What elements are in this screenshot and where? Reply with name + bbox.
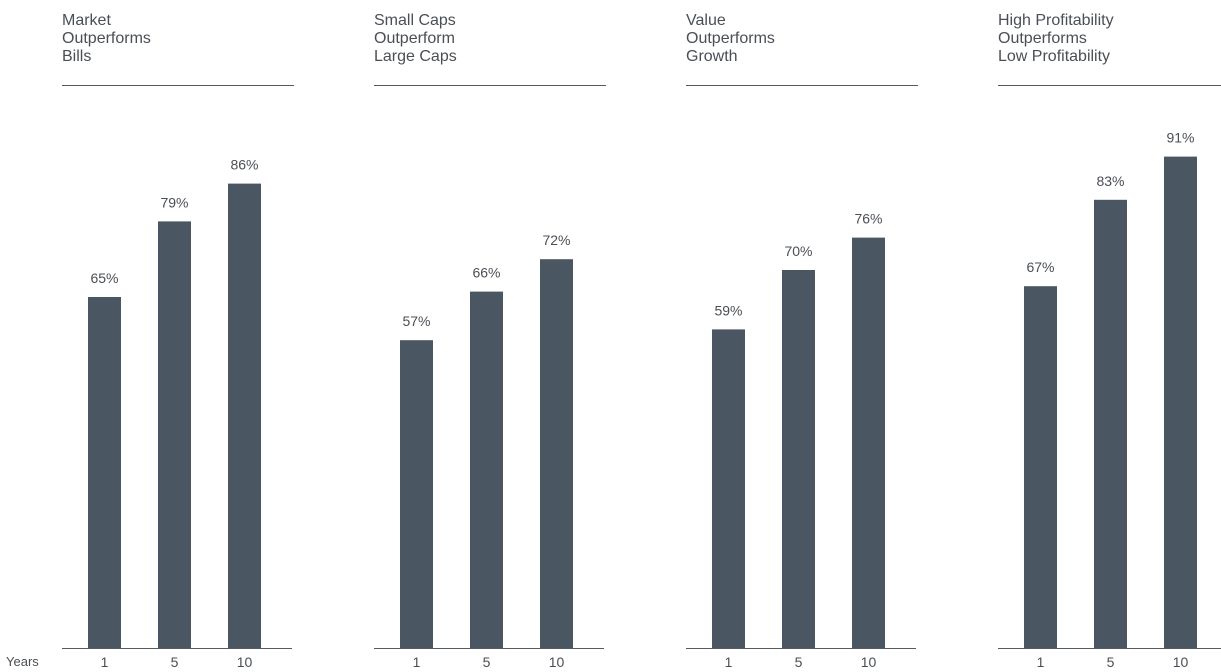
x-tick-label: 1	[725, 654, 733, 670]
x-tick-label: 1	[1037, 654, 1045, 670]
bar	[470, 291, 503, 648]
data-label: 86%	[230, 157, 258, 173]
data-label: 91%	[1166, 130, 1194, 146]
data-label: 72%	[542, 232, 570, 248]
title-rule	[998, 85, 1221, 86]
data-label: 59%	[714, 302, 742, 318]
x-tick-label: 5	[795, 654, 803, 670]
bar	[228, 183, 261, 648]
x-tick-label: 5	[171, 654, 179, 670]
data-label: 76%	[854, 211, 882, 227]
bar	[1094, 199, 1127, 649]
data-label: 70%	[784, 243, 812, 259]
data-label: 65%	[90, 270, 118, 286]
bar	[540, 259, 573, 648]
x-tick-label: 5	[483, 654, 491, 670]
panel-title-profitability: High Profitability Outperforms Low Profi…	[998, 12, 1114, 65]
bar	[852, 237, 885, 648]
x-tick-label: 10	[1173, 654, 1189, 670]
data-label: 57%	[402, 313, 430, 329]
panel-title-small-caps: Small Caps Outperform Large Caps	[374, 12, 457, 65]
data-label: 66%	[472, 265, 500, 281]
x-tick-label: 5	[1107, 654, 1115, 670]
panel-title-value: Value Outperforms Growth	[686, 12, 775, 65]
x-axis-label: Years	[6, 654, 39, 669]
title-rule	[374, 85, 606, 86]
bar	[1164, 156, 1197, 648]
bar	[782, 270, 815, 648]
title-rule	[62, 85, 294, 86]
bar	[712, 329, 745, 648]
title-rule	[686, 85, 918, 86]
x-tick-label: 10	[549, 654, 565, 670]
data-label: 79%	[160, 194, 188, 210]
panel-title-market: Market Outperforms Bills	[62, 12, 151, 65]
bar	[88, 297, 121, 648]
x-tick-label: 1	[413, 654, 421, 670]
x-tick-label: 10	[861, 654, 877, 670]
x-tick-label: 10	[237, 654, 253, 670]
x-tick-label: 1	[101, 654, 109, 670]
data-label: 83%	[1096, 173, 1124, 189]
bar	[400, 340, 433, 648]
bar	[158, 221, 191, 648]
bar	[1024, 286, 1057, 648]
data-label: 67%	[1026, 259, 1054, 275]
